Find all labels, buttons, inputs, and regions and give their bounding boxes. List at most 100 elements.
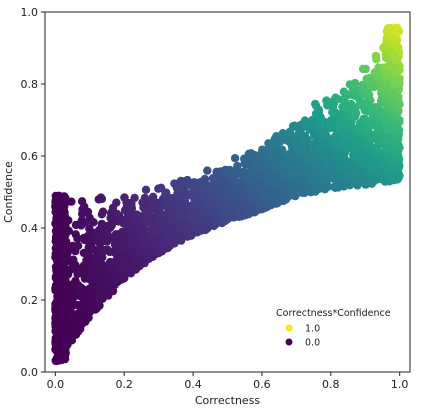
- x-tick-label: 1.0: [391, 378, 409, 391]
- scatter-point: [124, 218, 133, 227]
- scatter-point: [243, 183, 252, 192]
- scatter-point: [281, 182, 290, 191]
- scatter-point: [80, 264, 89, 273]
- scatter-point: [181, 225, 191, 234]
- x-axis-title: Correctness: [195, 394, 261, 407]
- scatter-point: [254, 205, 264, 214]
- scatter-point: [328, 116, 337, 125]
- scatter-point: [352, 109, 361, 118]
- scatter-point: [201, 225, 210, 235]
- scatter-point: [81, 317, 90, 326]
- scatter-point: [97, 210, 107, 219]
- scatter-point: [374, 107, 383, 116]
- scatter-point: [389, 117, 398, 127]
- scatter-point: [329, 174, 339, 183]
- scatter-point: [346, 143, 355, 152]
- scatter-point: [103, 221, 112, 231]
- scatter-point: [135, 251, 144, 260]
- scatter-point: [103, 230, 113, 240]
- scatter-point: [98, 235, 107, 245]
- scatter-point: [52, 206, 61, 216]
- scatter-point: [364, 76, 373, 86]
- scatter-point: [85, 224, 94, 233]
- y-tick-label: 0.2: [21, 294, 39, 307]
- scatter-point: [253, 172, 262, 181]
- scatter-point: [311, 133, 321, 142]
- scatter-point: [110, 272, 120, 282]
- scatter-point: [310, 154, 320, 164]
- scatter-point: [272, 195, 281, 205]
- scatter-point: [94, 195, 103, 204]
- scatter-point: [301, 138, 311, 147]
- scatter-point: [193, 219, 202, 228]
- scatter-point: [120, 193, 129, 202]
- scatter-point: [291, 163, 301, 172]
- scatter-point: [323, 99, 332, 108]
- scatter-point: [122, 263, 131, 272]
- scatter-point: [384, 154, 393, 163]
- scatter-point: [161, 244, 170, 253]
- scatter-point: [328, 123, 337, 132]
- scatter-point: [152, 236, 161, 246]
- scatter-point: [270, 179, 279, 189]
- scatter-point: [54, 194, 64, 203]
- scatter-point: [162, 228, 172, 237]
- scatter-point: [112, 249, 121, 259]
- scatter-point: [84, 305, 93, 314]
- scatter-point: [352, 142, 362, 152]
- scatter-point: [188, 181, 197, 190]
- scatter-point: [314, 109, 324, 118]
- scatter-point: [227, 191, 236, 201]
- scatter-point: [192, 208, 201, 217]
- scatter-point: [299, 152, 308, 162]
- scatter-point: [279, 171, 288, 180]
- scatter-point: [350, 80, 359, 90]
- scatter-point: [162, 188, 171, 197]
- scatter-point: [383, 70, 392, 80]
- scatter-point: [69, 255, 78, 264]
- scatter-point: [55, 228, 65, 238]
- scatter-point: [284, 150, 293, 159]
- scatter-point: [311, 101, 321, 110]
- scatter-point: [356, 151, 365, 160]
- scatter-point: [210, 188, 219, 198]
- scatter-point: [309, 141, 318, 150]
- scatter-point: [194, 200, 203, 209]
- scatter-point: [342, 131, 351, 141]
- scatter-point: [385, 126, 395, 135]
- scatter-point: [161, 195, 170, 204]
- scatter-point: [393, 92, 402, 102]
- scatter-point: [272, 132, 281, 141]
- legend-marker-1: [285, 324, 293, 332]
- scatter-point: [59, 321, 69, 330]
- scatter-point: [176, 183, 186, 192]
- scatter-point: [75, 309, 84, 318]
- scatter-point: [102, 284, 112, 294]
- scatter-point: [240, 199, 250, 209]
- plot-frame: [44, 11, 411, 373]
- scatter-point: [59, 253, 69, 263]
- scatter-point: [319, 150, 328, 159]
- scatter-point: [268, 148, 278, 157]
- scatter-point: [71, 220, 81, 230]
- scatter-point: [227, 171, 237, 180]
- scatter-point: [245, 205, 254, 214]
- scatter-point: [391, 137, 400, 146]
- scatter-point: [193, 226, 203, 235]
- scatter-point: [182, 191, 191, 201]
- scatter-point: [296, 127, 305, 136]
- scatter-point: [265, 200, 274, 210]
- scatter-point: [341, 113, 351, 123]
- scatter-point: [265, 194, 275, 203]
- scatter-point: [300, 146, 309, 155]
- scatter-point: [148, 252, 157, 261]
- scatter-point: [255, 157, 264, 166]
- scatter-point: [293, 141, 303, 150]
- scatter-point: [113, 215, 123, 224]
- scatter-point: [58, 220, 67, 229]
- x-tick-label: 0.2: [115, 378, 133, 391]
- scatter-point: [57, 279, 66, 289]
- y-tick-label: 1.0: [21, 6, 39, 19]
- scatter-point: [68, 288, 78, 298]
- scatter-point: [391, 145, 401, 155]
